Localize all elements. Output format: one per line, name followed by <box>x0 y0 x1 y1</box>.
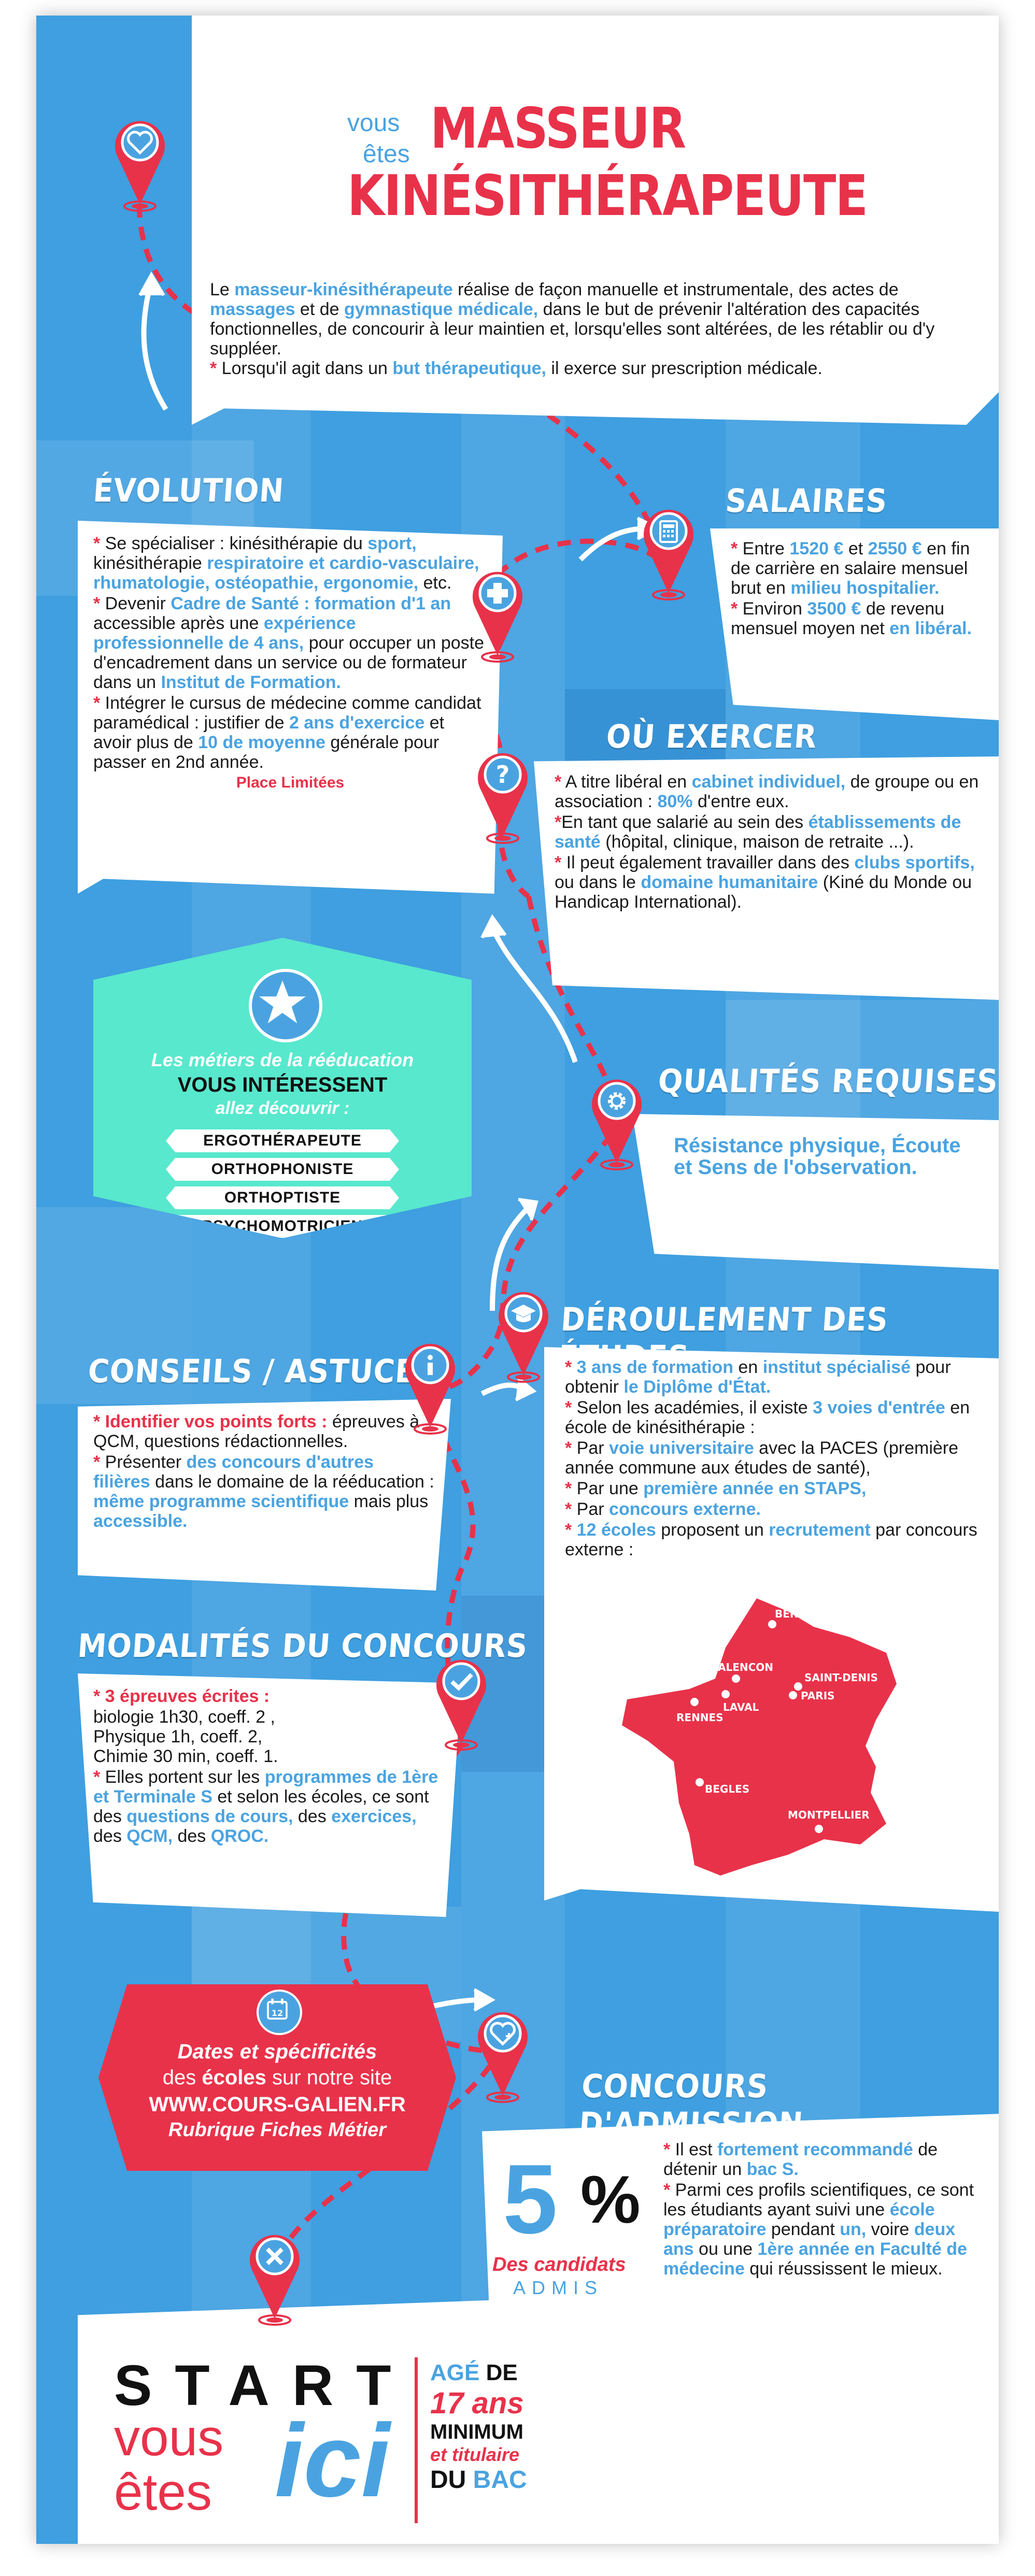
plus-pin <box>466 560 529 663</box>
metiers-line1: Les métiers de la rééducation <box>151 1049 414 1070</box>
epreuve-chimie: Chimie 30 min, coeff. 1. <box>93 1747 278 1766</box>
city-rennes: RENNES <box>676 1711 724 1724</box>
heart-plus-pin <box>472 2000 534 2103</box>
svg-text:12: 12 <box>272 2008 283 2018</box>
start-pin <box>244 2223 306 2326</box>
start-word: START <box>114 2354 414 2417</box>
calendar-icon: 12 <box>267 1998 288 2020</box>
bg-band <box>461 16 565 2544</box>
metier-item-orthoptiste[interactable]: ORTHOPTISTE <box>166 1186 399 1209</box>
start-vous: vous <box>114 2409 224 2467</box>
start-divider <box>415 2357 418 2523</box>
dates-site-link[interactable]: WWW.COURS-GALIEN.FR <box>149 2093 406 2116</box>
city-saint-denis: SAINT-DENIS <box>804 1671 878 1684</box>
gear-icon <box>608 1092 626 1110</box>
bg-tile <box>726 1000 999 1124</box>
conseils-text: * Identifier vos points forts : épreuves… <box>93 1412 434 1531</box>
city-berck: BERCK <box>775 1608 814 1620</box>
epreuve-physique: Physique 1h, coeff. 2, <box>93 1727 263 1747</box>
heart-plus-icon <box>490 2022 516 2046</box>
france-map: BERCK ALENCON SAINT-DENIS PARIS LAVAL RE… <box>617 1596 907 1886</box>
conseils-heading: CONSEILS / ASTUCES <box>87 1352 438 1390</box>
modalites-text: * 3 épreuves écrites : biologie 1h30, co… <box>93 1686 446 1847</box>
metier-item-ergotherapeute[interactable]: ERGOTHÉRAPEUTE <box>166 1129 399 1152</box>
evolution-heading: ÉVOLUTION <box>92 471 286 509</box>
metiers-box: Les métiers de la rééducation VOUS INTÉR… <box>93 938 472 1238</box>
dates-box: 12 Dates et spécificités des écoles sur … <box>98 1984 456 2171</box>
title-vous: vous <box>347 109 400 137</box>
evolution-card <box>78 521 503 894</box>
stat-admis-label: ADMIS <box>513 2277 604 2298</box>
close-icon <box>266 2248 283 2265</box>
question-pin: ? <box>472 741 534 845</box>
title-line2: KINÉSITHÉRAPEUTE <box>347 164 868 228</box>
ouexercer-card <box>534 756 999 1000</box>
city-alencon: ALENCON <box>718 1661 773 1673</box>
stat-pct: 5 <box>503 2144 558 2254</box>
dates-l2: des écoles sur notre site <box>162 2066 392 2089</box>
dates-l1: Dates et spécificités <box>177 2040 377 2063</box>
info-icon <box>428 1355 433 1375</box>
gear-pin <box>586 1067 648 1171</box>
metiers-line2: VOUS INTÉRESSENT <box>177 1074 388 1096</box>
check-icon <box>450 1673 473 1691</box>
plus-icon <box>487 583 508 604</box>
salaires-card <box>710 528 999 720</box>
salaires-heading: SALAIRES <box>724 482 889 520</box>
heart-pin <box>109 109 171 212</box>
city-begles: BEGLES <box>705 1783 749 1795</box>
check-pin <box>430 1648 492 1751</box>
start-conditions: AGÉ DE 17 ans MINIMUM et titulaire DU BA… <box>430 2360 527 2494</box>
start-etes: êtes <box>114 2463 212 2521</box>
metier-item-orthophoniste[interactable]: ORTHOPHONISTE <box>166 1158 399 1181</box>
deroulement-text: * 3 ans de formation en institut spécial… <box>565 1357 977 1559</box>
title-line1: MASSEUR <box>430 96 686 161</box>
star-icon <box>259 980 306 1024</box>
stat-cand: Des candidats <box>492 2254 626 2276</box>
city-laval: LAVAL <box>723 1701 759 1713</box>
places-note: Place Limitées <box>236 774 345 791</box>
intro-card <box>192 16 999 425</box>
star-badge <box>249 969 322 1042</box>
start-card <box>78 2295 999 2544</box>
stat-pct-sign: % <box>580 2162 641 2237</box>
ouexercer-heading: OÙ EXERCER <box>605 718 818 755</box>
start-ici: ici <box>275 2403 390 2518</box>
ouexercer-text: * A titre libéral en cabinet individuel,… <box>555 772 979 912</box>
graduation-pin <box>492 1280 555 1383</box>
evolution-text: * Se spécialiser : kinésithérapie du spo… <box>93 534 487 794</box>
qualites-text: Résistance physique, Écoute et Sens de l… <box>674 1134 961 1179</box>
heart-icon <box>127 131 153 155</box>
city-paris: PARIS <box>801 1690 835 1702</box>
modalites-card <box>78 1673 461 1917</box>
infographic-sheet: vous êtes MASSEUR KINÉSITHÉRAPEUTE Le ma… <box>36 16 999 2544</box>
question-icon: ? <box>496 761 510 789</box>
graduation-cap-icon <box>511 1305 536 1322</box>
info-pin <box>399 1332 461 1435</box>
bg-tile <box>36 1207 192 1404</box>
france-shape <box>622 1598 897 1876</box>
city-montpellier: MONTPELLIER <box>788 1809 870 1821</box>
title-etes: êtes <box>363 140 410 168</box>
stat-admis: 5 % Des candidats ADMIS <box>492 2150 658 2306</box>
calculator-pin <box>637 497 700 601</box>
calendar-badge: 12 <box>257 1990 302 2035</box>
concours-text: * Il est fortement recommandé de détenir… <box>663 2140 974 2279</box>
conseils-card <box>78 1399 451 1591</box>
metiers-line3: allez découvrir : <box>215 1098 350 1118</box>
salaires-text: * Entre 1520 € et 2550 € en fin de carri… <box>731 539 972 638</box>
dates-l4: Rubrique Fiches Métier <box>168 2119 387 2141</box>
qualites-heading: QUALITÉS REQUISES <box>657 1062 999 1100</box>
epreuve-bio: biologie 1h30, coeff. 2 , <box>93 1707 275 1727</box>
calculator-icon <box>659 520 678 543</box>
qualites-card <box>632 1114 999 1269</box>
intro-text: Le masseur-kinésithérapeute réalise de f… <box>210 280 935 378</box>
